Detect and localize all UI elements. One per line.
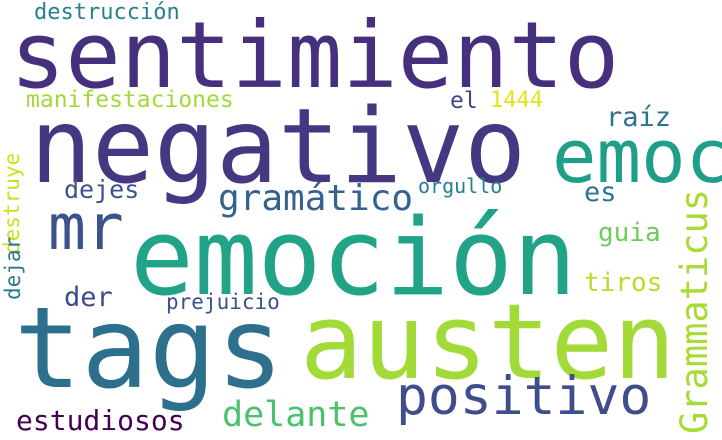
word-el: el <box>450 88 478 114</box>
word-prejuicio: prejuicio <box>166 290 280 314</box>
word-estudiosos: estudiosos <box>16 404 185 437</box>
word-sentimiento: sentimiento <box>10 2 620 109</box>
word-emocion: emoción <box>130 196 577 319</box>
word-tags: tags <box>14 284 284 414</box>
word-jane: emoción <box>552 114 722 200</box>
word-positivo: positivo <box>396 366 652 427</box>
word-tiros: tiros <box>584 268 663 298</box>
word-austen: austen <box>300 281 676 403</box>
word-manifestaciones: manifestaciones <box>26 87 234 113</box>
word-der: der <box>64 282 113 313</box>
word-orgullo: orgullo <box>418 174 503 198</box>
word-1444: 1444 <box>490 88 543 113</box>
word-guia: guia <box>598 218 661 248</box>
word-dejar: dejar <box>1 236 25 300</box>
word-negativo: negativo <box>30 87 527 207</box>
word-destruccion: destrucción <box>34 0 180 25</box>
word-raiz: raíz <box>606 102 672 133</box>
word-delante: delante <box>222 395 370 435</box>
word-dejes: dejes <box>64 175 140 204</box>
word-gramatico: gramático <box>218 178 414 219</box>
word-grammaticus: Grammaticus <box>673 188 716 434</box>
word-es: es <box>584 177 617 208</box>
word-mr: mr <box>48 191 124 264</box>
